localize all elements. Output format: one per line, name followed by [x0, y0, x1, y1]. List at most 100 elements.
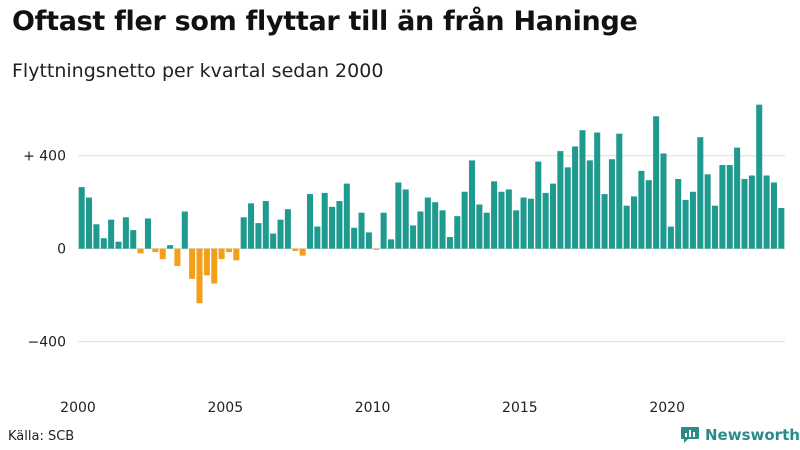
bar	[432, 202, 439, 249]
bar	[564, 167, 571, 249]
bar	[387, 239, 395, 249]
bar	[763, 175, 770, 249]
bar	[299, 248, 306, 256]
x-tick-label: 2010	[355, 400, 391, 416]
bar	[93, 224, 100, 249]
bar	[373, 248, 380, 250]
chart-title: Oftast fler som flyttar till än från Han…	[12, 6, 638, 37]
chart-subtitle: Flyttningsnetto per kvartal sedan 2000	[12, 60, 384, 82]
bar	[601, 194, 608, 249]
bar	[631, 196, 638, 249]
bar	[189, 248, 196, 279]
bar	[608, 159, 615, 249]
bar	[675, 178, 682, 249]
bar	[712, 205, 719, 249]
bar	[461, 191, 468, 249]
bar	[358, 212, 365, 249]
bar	[306, 194, 313, 249]
bar	[159, 248, 166, 260]
x-tick-label: 2000	[60, 400, 96, 416]
bar	[756, 104, 763, 249]
bar	[734, 147, 741, 249]
bar	[550, 183, 557, 249]
bar	[270, 233, 277, 249]
newsworthy-chart-icon	[681, 427, 699, 443]
bar	[218, 248, 225, 260]
bar	[638, 170, 645, 249]
bar	[343, 183, 350, 249]
bar	[667, 226, 674, 249]
bar	[336, 201, 343, 249]
bar	[233, 248, 240, 261]
bar	[741, 178, 748, 249]
bar	[439, 210, 446, 249]
bar	[778, 208, 785, 249]
bar	[616, 133, 623, 249]
bar	[623, 205, 630, 249]
brand-name: Newsworthy	[705, 426, 800, 444]
bar	[167, 245, 174, 249]
bar	[211, 248, 218, 284]
bar	[321, 192, 328, 249]
y-tick-label: 0	[57, 242, 66, 258]
bar	[144, 218, 151, 249]
bar	[122, 217, 129, 249]
bar	[535, 161, 542, 249]
bar	[380, 212, 387, 249]
x-tick-label: 2005	[207, 400, 243, 416]
bar	[446, 237, 453, 249]
bar	[594, 132, 601, 249]
bar	[520, 197, 527, 249]
bar	[284, 209, 291, 249]
bar	[704, 174, 711, 249]
bar	[653, 116, 660, 249]
bar	[248, 203, 255, 249]
y-tick-label: −400	[28, 335, 66, 351]
bar	[100, 238, 107, 249]
bar	[505, 189, 512, 249]
bar	[542, 192, 549, 249]
bar	[454, 216, 461, 249]
bar	[586, 160, 593, 249]
axis-ticks: + 400 0 −400 2000 2005 2010 2015 2020	[23, 149, 685, 416]
source-note: Källa: SCB	[8, 429, 75, 444]
bar	[748, 175, 755, 249]
bar	[579, 130, 586, 249]
bar	[174, 248, 181, 267]
bar	[476, 204, 483, 249]
bar	[402, 189, 409, 249]
y-tick-label: + 400	[23, 149, 66, 165]
bar	[203, 248, 210, 276]
bar	[660, 153, 667, 249]
bar	[719, 165, 726, 249]
bar	[78, 187, 85, 249]
brand-logo: Newsworthy	[680, 426, 800, 444]
bar	[491, 181, 498, 249]
bar	[314, 226, 321, 249]
bar	[329, 206, 336, 249]
bar	[410, 225, 417, 249]
bar	[682, 199, 689, 249]
bar	[468, 160, 476, 249]
bar	[572, 146, 579, 249]
bar	[292, 248, 299, 251]
bar	[557, 151, 564, 249]
bar	[255, 223, 262, 249]
bar	[527, 198, 534, 249]
bar	[726, 165, 733, 249]
bars	[78, 104, 785, 304]
bar	[152, 248, 159, 253]
bar	[262, 201, 269, 249]
bar	[770, 182, 777, 249]
bar	[483, 212, 490, 249]
bar	[395, 182, 402, 249]
bar	[351, 227, 358, 249]
bar	[86, 197, 93, 249]
bar	[240, 217, 247, 249]
bar	[365, 232, 372, 249]
x-tick-label: 2020	[649, 400, 685, 416]
bar	[181, 211, 188, 249]
bar	[115, 241, 122, 249]
bar	[417, 211, 424, 249]
